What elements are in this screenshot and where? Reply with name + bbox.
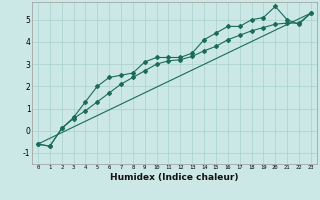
X-axis label: Humidex (Indice chaleur): Humidex (Indice chaleur) — [110, 173, 239, 182]
